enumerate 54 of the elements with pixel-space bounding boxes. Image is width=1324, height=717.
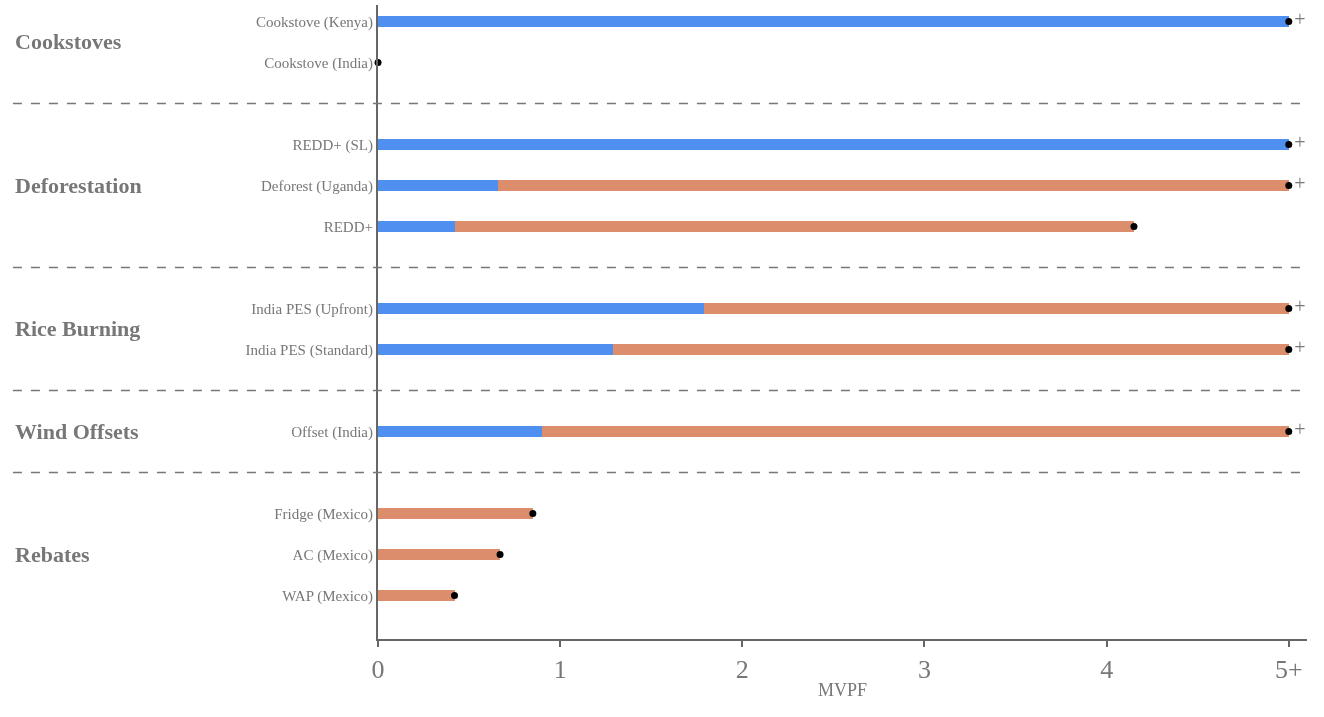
x-tick-label: 4 [1100, 655, 1114, 685]
point [1130, 222, 1138, 230]
point [1285, 345, 1293, 353]
x-tick-label: 2 [735, 655, 749, 685]
text: Cookstoves [15, 29, 122, 54]
data-label: + [1294, 418, 1306, 441]
bar [454, 220, 1134, 232]
y-tick-label: India PES (Standard) [245, 341, 373, 359]
bar [612, 343, 1289, 356]
bar [541, 425, 1289, 438]
y-tick-label: REDD+ (SL) [292, 136, 373, 154]
data-label: + [1294, 336, 1306, 359]
x-tick-label: 1 [553, 655, 567, 685]
bar [378, 343, 613, 356]
data-label: + [1294, 8, 1306, 31]
y-tick-label: Fridge (Mexico) [274, 505, 373, 523]
bar [378, 138, 1289, 150]
y-tick-label: Cookstove (Kenya) [255, 13, 373, 31]
y-tick-label: India PES (Upfront) [251, 300, 373, 318]
y-tick-label: REDD+ [323, 218, 373, 235]
bar [498, 179, 1289, 191]
data-label: + [1294, 131, 1306, 154]
point [1285, 140, 1293, 148]
bar [378, 302, 705, 314]
y-tick-label: WAP (Mexico) [282, 587, 373, 605]
point [496, 551, 504, 559]
bar [378, 220, 455, 232]
point [529, 510, 537, 518]
x-tick-label: 0 [371, 655, 385, 685]
bar [378, 425, 542, 438]
bar [378, 507, 533, 520]
bar [378, 589, 455, 602]
x-axis-title: MVPF [817, 679, 868, 700]
bar [378, 179, 499, 191]
point [1285, 304, 1293, 312]
x-tick-label: 3 [917, 655, 931, 685]
text: Rebates [15, 542, 90, 567]
point [1285, 17, 1293, 25]
text: Rice Burning [15, 316, 141, 341]
x-tick-label: 5+ [1274, 655, 1303, 685]
text: Deforestation [15, 173, 142, 198]
bar [378, 548, 501, 561]
point [1285, 427, 1293, 435]
y-tick-label: Offset (India) [291, 423, 373, 441]
y-tick-label: Cookstove (India) [264, 54, 373, 72]
y-tick-label: AC (Mexico) [292, 546, 373, 564]
data-label: + [1294, 172, 1306, 195]
y-tick-label: Deforest (Uganda) [260, 177, 373, 195]
bar [378, 15, 1289, 27]
bar [704, 302, 1289, 314]
point [1285, 181, 1293, 189]
data-label: + [1294, 295, 1306, 318]
point [451, 592, 459, 600]
text: Wind Offsets [15, 419, 140, 444]
